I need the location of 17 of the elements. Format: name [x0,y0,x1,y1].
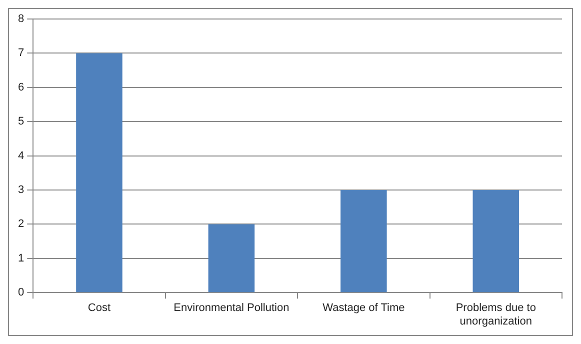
bar [472,190,520,292]
y-tick-label: 7 [18,47,24,60]
x-tick-label: Wastage of Time [322,302,405,314]
y-tick-label: 2 [18,218,24,230]
x-tick-label: Environmental Pollution [174,302,290,314]
y-tick-label: 0 [18,286,24,299]
x-tick-label: Problems due to unorganization [456,302,536,328]
y-tick-label: 6 [18,81,24,94]
y-tick-label: 5 [18,116,24,128]
bar [340,190,387,292]
y-tick-label: 1 [18,252,24,264]
y-tick-label: 3 [18,184,24,196]
bar [76,53,122,292]
bar [208,224,255,292]
y-tick-label: 4 [18,150,24,162]
x-tick-label: Cost [88,302,111,314]
y-tick-label: 8 [18,13,24,26]
